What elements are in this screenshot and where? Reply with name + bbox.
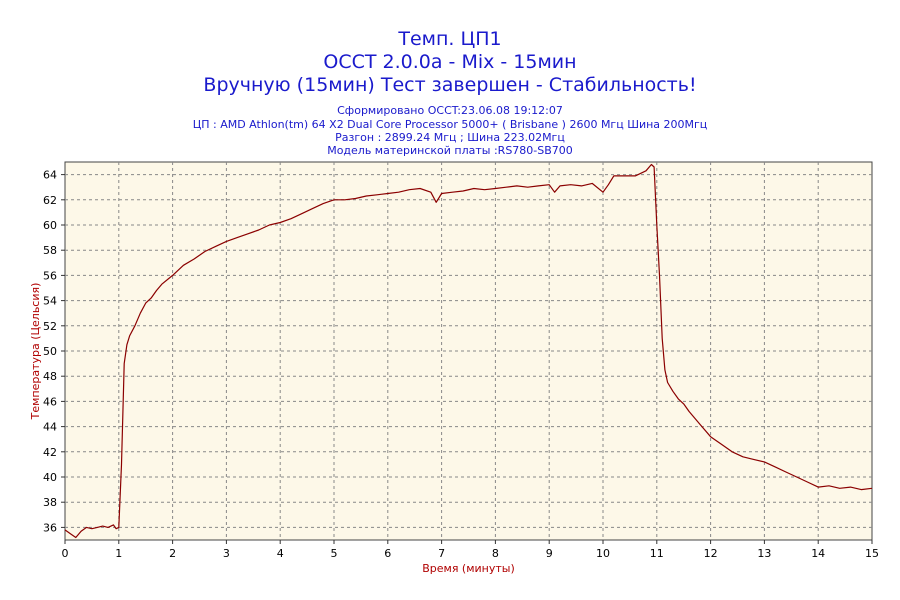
y-axis-label: Температура (Цельсия) bbox=[29, 283, 42, 421]
y-tick-label: 40 bbox=[43, 471, 57, 484]
y-tick-label: 58 bbox=[43, 244, 57, 257]
y-tick-label: 46 bbox=[43, 395, 57, 408]
x-tick-label: 12 bbox=[704, 547, 718, 560]
y-tick-label: 64 bbox=[43, 169, 57, 182]
x-tick-label: 11 bbox=[650, 547, 664, 560]
chart-title-line-2: OCCT 2.0.0a - Mix - 15мин bbox=[323, 51, 577, 73]
y-tick-label: 44 bbox=[43, 421, 57, 434]
chart-subtitle-line-3: Разгон : 2899.24 Мгц ; Шина 223.02Мгц bbox=[335, 131, 565, 144]
x-tick-label: 7 bbox=[438, 547, 445, 560]
x-axis-ticks: 0 1 2 3 4 5 6 7 8 9 10 11 12 13 14 15 bbox=[62, 540, 879, 560]
y-axis-ticks: 36 38 40 42 44 46 48 50 52 54 56 58 60 62 64 bbox=[43, 169, 65, 534]
y-tick-label: 56 bbox=[43, 269, 57, 282]
x-tick-label: 1 bbox=[115, 547, 122, 560]
x-tick-label: 2 bbox=[169, 547, 176, 560]
x-tick-label: 0 bbox=[62, 547, 69, 560]
x-tick-label: 6 bbox=[384, 547, 391, 560]
x-axis-label: Время (минуты) bbox=[422, 562, 515, 575]
x-tick-label: 5 bbox=[331, 547, 338, 560]
y-tick-label: 62 bbox=[43, 194, 57, 207]
chart-subtitle-line-4: Модель материнской платы :RS780-SB700 bbox=[327, 144, 573, 157]
x-tick-label: 10 bbox=[596, 547, 610, 560]
cpu-temperature-line bbox=[64, 163, 873, 539]
y-tick-label: 48 bbox=[43, 370, 57, 383]
chart-title-line-3: Вручную (15мин) Тест завершен - Стабильн… bbox=[203, 74, 697, 96]
y-tick-label: 38 bbox=[43, 496, 57, 509]
x-tick-label: 4 bbox=[277, 547, 284, 560]
y-tick-label: 36 bbox=[43, 521, 57, 534]
x-tick-label: 15 bbox=[865, 547, 879, 560]
y-tick-label: 52 bbox=[43, 320, 57, 333]
x-tick-label: 13 bbox=[757, 547, 771, 560]
y-tick-label: 60 bbox=[43, 219, 57, 232]
y-tick-label: 50 bbox=[43, 345, 57, 358]
x-tick-label: 8 bbox=[492, 547, 499, 560]
chart-subtitle-line-2: ЦП : AMD Athlon(tm) 64 X2 Dual Core Proc… bbox=[192, 118, 708, 131]
chart-title-line-1: Темп. ЦП1 bbox=[398, 28, 502, 50]
series-lines bbox=[64, 163, 873, 539]
y-tick-label: 42 bbox=[43, 446, 57, 459]
y-tick-label: 54 bbox=[43, 295, 57, 308]
chart-subtitle-line-1: Сформировано OCCT:23.06.08 19:12:07 bbox=[337, 104, 563, 117]
x-tick-label: 3 bbox=[223, 547, 230, 560]
x-tick-label: 14 bbox=[811, 547, 825, 560]
x-tick-label: 9 bbox=[546, 547, 553, 560]
